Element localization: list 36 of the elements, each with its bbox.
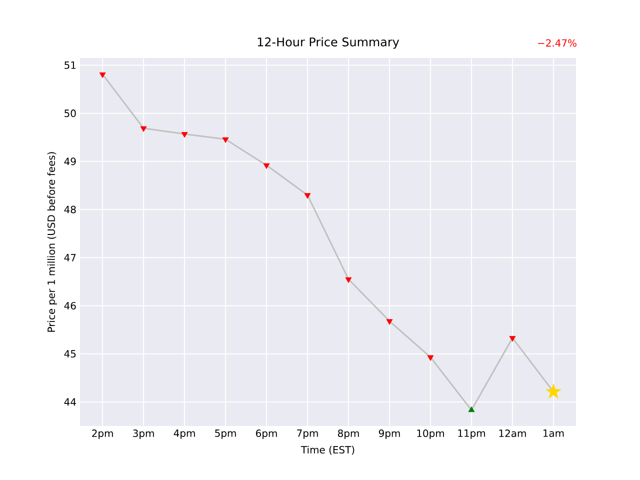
x-axis-title: Time (EST) bbox=[300, 446, 354, 455]
y-tick-label: 44 bbox=[64, 398, 76, 406]
x-tick-label: 12am bbox=[499, 430, 526, 438]
point bbox=[427, 355, 434, 361]
y-tick-label: 47 bbox=[64, 254, 76, 262]
x-tick-label: 8pm bbox=[338, 430, 359, 439]
y-tick-label: 45 bbox=[64, 350, 76, 358]
y-tick-label: 49 bbox=[64, 158, 76, 166]
y-axis-title: Price per 1 million (USD before fees) bbox=[47, 152, 57, 332]
x-tick-label: 5pm bbox=[215, 430, 236, 439]
point bbox=[222, 137, 229, 143]
point bbox=[181, 132, 188, 138]
y-tick-label: 51 bbox=[64, 62, 76, 69]
x-tick-label: 6pm bbox=[256, 430, 277, 439]
point bbox=[140, 126, 147, 132]
point bbox=[345, 277, 352, 283]
chart-title: 12-Hour Price Summary bbox=[258, 37, 400, 49]
x-tick-label: 4pm bbox=[174, 430, 195, 439]
x-tick-label: 11pm bbox=[458, 430, 485, 439]
point bbox=[509, 336, 516, 342]
point bbox=[546, 384, 562, 398]
x-tick-label: 1am bbox=[543, 430, 564, 437]
point bbox=[386, 319, 393, 325]
x-tick-label: 10pm bbox=[417, 430, 444, 439]
y-tick-label: 48 bbox=[64, 206, 76, 214]
x-tick-label: 9pm bbox=[378, 430, 400, 439]
y-tick-label: 46 bbox=[64, 302, 76, 310]
x-tick-label: 7pm bbox=[297, 430, 318, 439]
y-tick-label: 50 bbox=[64, 110, 76, 118]
x-tick-label: 3pm bbox=[133, 430, 154, 439]
point bbox=[263, 163, 270, 169]
text: −2.47% bbox=[538, 39, 576, 47]
x-tick-label: 2pm bbox=[92, 430, 113, 439]
point bbox=[468, 406, 475, 412]
point bbox=[304, 193, 311, 199]
point bbox=[99, 72, 106, 78]
